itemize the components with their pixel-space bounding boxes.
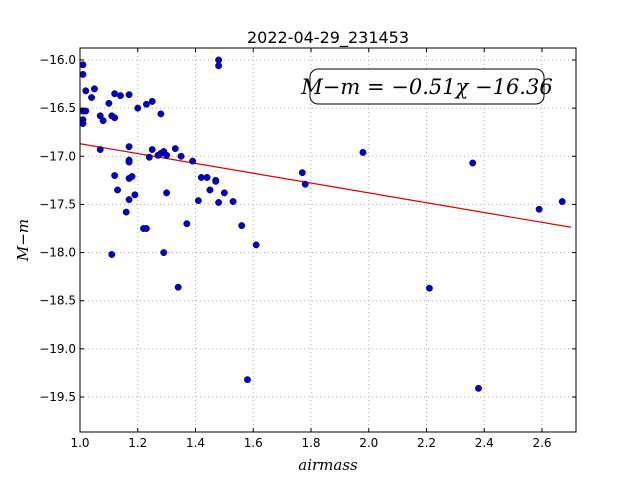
grid: [80, 48, 576, 432]
x-tick-label: 2.4: [475, 436, 494, 450]
plot-frame: [79, 47, 577, 433]
fit-annotation: M−m = −0.51χ −16.36: [300, 68, 553, 105]
annotation-text: M−m = −0.51χ −16.36: [300, 75, 552, 99]
data-point: [114, 186, 121, 194]
annotation-box: [309, 68, 545, 105]
data-point: [111, 90, 119, 98]
data-point: [116, 92, 124, 100]
data-point: [108, 251, 116, 258]
y-tick-label: −17.0: [39, 149, 76, 163]
x-tick-label: 1.6: [244, 436, 263, 450]
data-point: [142, 100, 150, 108]
x-tick-label: 1.2: [128, 436, 147, 450]
x-tick-label: 1.4: [186, 436, 205, 450]
data-point: [215, 56, 223, 64]
y-tick-label: −19.5: [39, 390, 76, 404]
data-point: [145, 153, 153, 161]
data-point: [163, 189, 171, 197]
x-tick-label: 2.0: [359, 436, 378, 450]
y-tick-label: −18.0: [39, 246, 76, 260]
data-point: [298, 169, 306, 177]
data-point: [125, 196, 133, 204]
data-point: [79, 120, 87, 127]
data-point: [194, 197, 202, 205]
data-point: [212, 177, 220, 185]
data-point: [163, 151, 171, 159]
data-point: [215, 62, 223, 70]
data-point: [111, 114, 119, 122]
data-point: [105, 99, 113, 107]
data-point: [244, 376, 251, 384]
y-tick-label: −18.5: [39, 294, 76, 308]
data-point: [252, 241, 260, 249]
data-point: [148, 97, 156, 105]
data-point: [215, 199, 223, 206]
data-point: [220, 189, 228, 197]
data-point: [183, 220, 191, 228]
data-point: [79, 61, 87, 69]
data-point: [535, 205, 543, 213]
data-point: [197, 174, 205, 181]
data-point: [171, 145, 179, 153]
data-point: [203, 174, 211, 181]
data-point: [238, 222, 246, 230]
data-point: [79, 70, 87, 78]
x-tick-label: 1.0: [70, 436, 89, 450]
x-tick-label: 2.2: [417, 436, 436, 450]
data-point: [157, 110, 165, 118]
x-axis-label: airmass: [298, 456, 358, 474]
x-tick-label: 2.6: [532, 436, 551, 450]
data-point: [125, 143, 133, 151]
data-point: [125, 158, 133, 166]
y-tick-label: −16.5: [39, 101, 76, 115]
data-point: [125, 91, 133, 99]
data-point: [189, 157, 197, 165]
data-point: [177, 152, 185, 160]
fit-line-group: [79, 143, 571, 228]
data-point: [359, 148, 367, 156]
chart-title: 2022-04-29_231453: [247, 28, 409, 48]
y-tick-label: −19.0: [39, 342, 76, 356]
data-point: [90, 85, 98, 93]
data-point: [558, 198, 566, 205]
data-point: [128, 173, 136, 180]
data-point: [111, 172, 119, 179]
data-points: [79, 56, 566, 392]
data-point: [88, 94, 96, 102]
data-point: [131, 191, 139, 199]
data-point: [142, 225, 150, 232]
y-tick-label: −16.0: [39, 53, 76, 67]
data-point: [122, 208, 130, 216]
data-point: [301, 180, 309, 188]
fit-line: [79, 143, 571, 228]
data-point: [229, 198, 237, 205]
data-point: [82, 87, 90, 95]
data-point: [475, 384, 482, 392]
data-point: [148, 146, 156, 153]
y-axis-ticks: −16.0 −16.5 −17.0 −17.5 −18.0 −18.5 −19.0 −19.5: [39, 53, 576, 404]
data-point: [82, 107, 90, 115]
y-axis-label: M−m: [14, 219, 32, 262]
x-axis-ticks: 1.0 1.2 1.4 1.6 1.8 2.0 2.2 2.4 2.6: [70, 48, 552, 450]
data-point: [134, 104, 142, 112]
y-tick-label: −17.5: [39, 197, 76, 211]
data-point: [96, 146, 104, 153]
data-point: [206, 186, 214, 194]
data-point: [469, 159, 477, 167]
data-point: [99, 117, 107, 125]
x-tick-label: 1.8: [301, 436, 320, 450]
data-point: [425, 284, 433, 292]
data-point: [160, 249, 168, 257]
data-point: [174, 283, 182, 291]
